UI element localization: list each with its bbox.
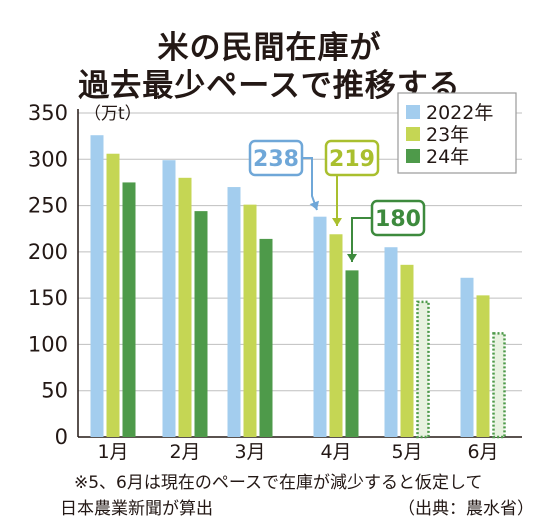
footnote-line-2: 日本農業新聞が算出 <box>60 499 213 519</box>
x-tick-label: 2月 <box>169 441 200 463</box>
footnote-line-1: ※5、6月は現在のペースで在庫が減少すると仮定して <box>74 473 483 493</box>
bar-2-3 <box>345 270 359 437</box>
y-tick-label: 200 <box>28 240 68 264</box>
callout-value: 219 <box>329 147 375 172</box>
bar-1-5 <box>476 295 490 437</box>
y-unit-label: （万t） <box>84 104 142 124</box>
bar-1-0 <box>106 153 120 437</box>
legend-swatch <box>406 149 420 163</box>
legend-label: 23年 <box>426 124 469 146</box>
y-tick-label: 100 <box>28 332 68 356</box>
callout-box <box>324 139 380 177</box>
x-tick-label: 5月 <box>391 441 422 463</box>
chart-title-line-1: 米の民間在庫が <box>157 30 382 66</box>
legend-label: 2022年 <box>426 102 493 124</box>
bar-0-1 <box>162 160 176 437</box>
bar-2-4-estimated <box>416 300 430 439</box>
x-tick-label: 1月 <box>97 441 128 463</box>
legend-label: 24年 <box>426 146 469 168</box>
source-note: （出典：農水省） <box>398 499 534 519</box>
chart-title-line-2: 過去最少ペースで推移する <box>78 68 461 104</box>
bar-0-0 <box>90 135 104 437</box>
callout-arrowhead <box>309 200 320 210</box>
x-tick-label: 4月 <box>320 441 351 463</box>
bar-2-2 <box>259 238 273 437</box>
callout-value: 180 <box>375 207 421 232</box>
x-tick-label: 6月 <box>467 441 498 463</box>
y-tick-label: 50 <box>41 379 68 403</box>
legend-swatch <box>406 105 420 119</box>
bar-0-5 <box>460 277 474 437</box>
bar-2-0 <box>122 182 136 437</box>
bar-2-5-estimated <box>492 332 506 439</box>
bar-1-3 <box>329 234 343 437</box>
bar-0-2 <box>227 187 241 437</box>
y-tick-label: 0 <box>55 425 68 449</box>
x-tick-label: 3月 <box>234 441 265 463</box>
legend-swatch <box>406 127 420 141</box>
callout-arrowhead <box>332 218 342 226</box>
callout-leader <box>302 157 318 211</box>
bar-0-4 <box>384 247 398 437</box>
bar-1-4 <box>400 264 414 437</box>
callout-value: 238 <box>253 147 299 172</box>
y-tick-label: 300 <box>28 147 68 171</box>
callout-leader <box>351 217 372 262</box>
bar-0-3 <box>313 216 327 437</box>
bar-2-1 <box>194 211 208 437</box>
y-tick-label: 350 <box>28 101 68 125</box>
callout-arrowhead <box>347 254 357 262</box>
bar-1-2 <box>243 204 257 437</box>
bar-1-1 <box>178 177 192 438</box>
y-tick-label: 250 <box>28 194 68 218</box>
y-tick-label: 150 <box>28 286 68 310</box>
